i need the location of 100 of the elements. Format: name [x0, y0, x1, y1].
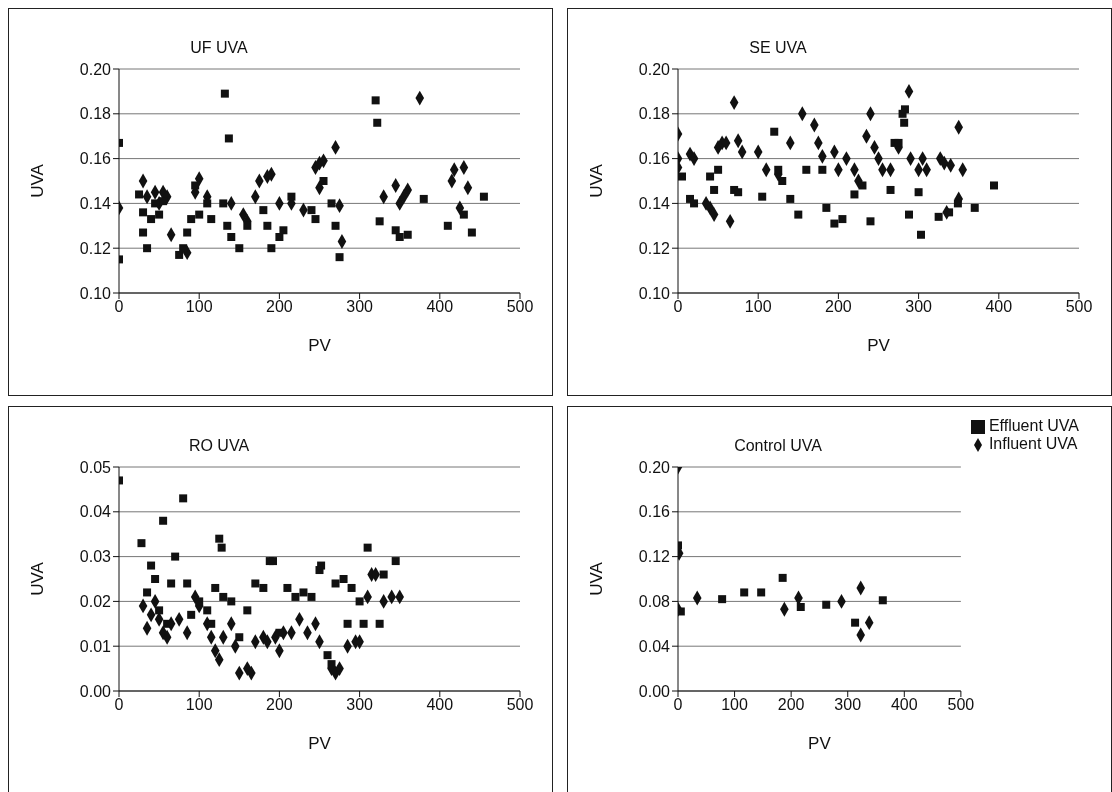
y-tick-label: 0.00: [638, 682, 671, 700]
point: [243, 606, 252, 615]
y-tick-label: 0.04: [79, 503, 112, 521]
point: [175, 250, 184, 259]
x-tick-label: 100: [721, 696, 749, 714]
point: [678, 607, 685, 616]
point: [207, 215, 216, 224]
y-tick-label: 0.20: [638, 458, 671, 476]
point: [850, 190, 859, 199]
point: [830, 219, 839, 228]
x-tick-label: 500: [506, 298, 534, 316]
point: [191, 181, 200, 190]
point: [375, 217, 384, 226]
x-tick-label: 200: [266, 696, 293, 714]
point: [151, 575, 160, 583]
y-tick-label: 0.14: [638, 195, 671, 213]
point: [343, 619, 352, 628]
y-tick-label: 0.03: [79, 548, 112, 566]
point: [211, 583, 220, 592]
y-axis-title: UVA: [587, 561, 607, 596]
point: [299, 588, 308, 597]
point: [259, 206, 268, 215]
point: [970, 203, 979, 212]
x-tick-label: 100: [744, 298, 772, 316]
point: [371, 96, 380, 105]
point: [287, 192, 296, 201]
point: [147, 215, 156, 224]
point: [195, 597, 204, 606]
point: [135, 190, 144, 199]
point: [155, 210, 164, 219]
y-axis-title: UVA: [28, 561, 48, 596]
point: [802, 165, 811, 174]
point: [878, 596, 887, 605]
point: [391, 557, 400, 566]
y-tick-label: 0.16: [638, 503, 671, 521]
point: [778, 177, 787, 185]
x-tick-label: 300: [834, 696, 862, 714]
point: [224, 134, 233, 143]
point: [139, 228, 148, 237]
point: [934, 212, 943, 221]
x-tick-label: 0: [673, 298, 683, 316]
point: [219, 199, 228, 208]
x-tick-label: 200: [777, 696, 805, 714]
point: [740, 588, 749, 597]
point: [317, 561, 326, 570]
point: [770, 127, 779, 136]
x-tick-label: 500: [506, 696, 534, 714]
point: [917, 230, 926, 239]
y-tick-label: 0.12: [638, 548, 671, 566]
point: [373, 118, 382, 127]
point: [331, 221, 340, 230]
y-tick-label: 0.10: [79, 284, 112, 302]
x-tick-label: 100: [185, 298, 213, 316]
point: [419, 194, 428, 203]
point: [263, 221, 272, 230]
point: [311, 215, 320, 224]
point: [159, 197, 168, 206]
point: [147, 561, 156, 570]
point: [894, 138, 903, 147]
point: [251, 579, 260, 588]
point: [796, 603, 805, 611]
point: [339, 575, 348, 583]
y-tick-label: 0.12: [79, 239, 112, 257]
point: [331, 579, 340, 588]
legend-label: Effluent UVA: [988, 417, 1079, 434]
point: [219, 592, 228, 601]
point: [900, 105, 909, 114]
point: [203, 199, 212, 208]
point: [838, 215, 847, 224]
chart-title: RO UVA: [187, 437, 251, 455]
point: [714, 165, 723, 174]
x-tick-label: 200: [825, 298, 852, 316]
point: [227, 233, 236, 241]
point: [818, 165, 827, 174]
y-tick-label: 0.14: [79, 195, 112, 213]
y-tick-label: 0.00: [79, 682, 112, 700]
point: [183, 228, 192, 237]
point: [319, 177, 328, 185]
x-axis-title: PV: [308, 336, 332, 355]
point: [866, 217, 875, 226]
point: [710, 185, 719, 194]
point: [227, 597, 236, 606]
point: [235, 633, 244, 642]
y-tick-label: 0.16: [638, 150, 671, 168]
y-axis-title: UVA: [28, 163, 48, 198]
x-tick-label: 400: [426, 298, 454, 316]
point: [347, 583, 356, 592]
y-tick-label: 0.01: [79, 637, 112, 655]
legend-label: Influent UVA: [988, 435, 1078, 452]
point: [886, 185, 895, 194]
point: [391, 226, 400, 235]
point: [900, 118, 909, 127]
x-tick-label: 400: [426, 696, 454, 714]
y-tick-label: 0.04: [638, 637, 671, 655]
point: [155, 606, 164, 615]
point: [183, 579, 192, 588]
point: [953, 199, 962, 208]
point: [167, 579, 176, 588]
point: [275, 233, 284, 241]
x-tick-label: 100: [185, 696, 213, 714]
